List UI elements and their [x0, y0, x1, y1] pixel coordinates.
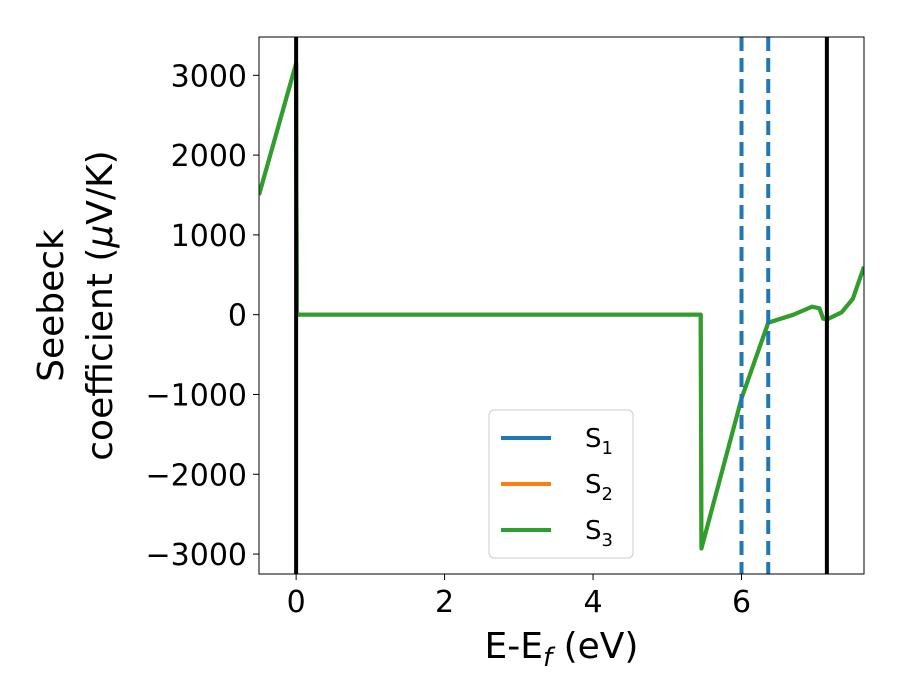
legend-label-s1: S1 — [585, 424, 613, 459]
chart-ticks: 0 2 4 6 −3000 −2000 −1000 0 1000 2000 3000 — [146, 59, 752, 620]
y-tick-label: −3000 — [146, 538, 247, 573]
y-axis-label-line2: coefficient (μV/K) — [80, 150, 121, 460]
x-tick-label: 0 — [287, 585, 306, 620]
plot-frame — [258, 36, 865, 575]
legend-box — [488, 409, 634, 559]
x-tick-label: 2 — [435, 585, 454, 620]
legend-label-s2: S2 — [585, 470, 613, 505]
legend: S1 S2 S3 — [488, 409, 634, 559]
chart-marks — [259, 37, 864, 574]
x-tick-label: 6 — [732, 585, 751, 620]
y-tick-label: 0 — [228, 299, 247, 334]
y-axis-label-line1: Seebeck — [31, 229, 72, 382]
x-axis-label: E-Ef (eV) — [485, 626, 639, 673]
x-tick-label: 4 — [584, 585, 603, 620]
legend-label-s3: S3 — [585, 516, 613, 551]
y-tick-label: 2000 — [171, 139, 247, 174]
y-tick-label: −1000 — [146, 378, 247, 413]
y-tick-label: 1000 — [171, 219, 247, 254]
y-tick-label: −2000 — [146, 458, 247, 493]
y-tick-label: 3000 — [171, 59, 247, 94]
